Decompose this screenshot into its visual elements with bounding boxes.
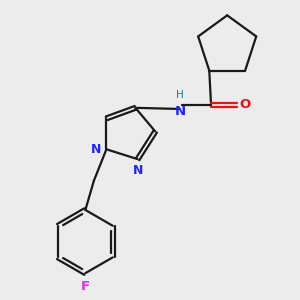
Text: O: O xyxy=(240,98,251,111)
Text: N: N xyxy=(133,164,143,177)
Text: N: N xyxy=(92,143,102,156)
Text: N: N xyxy=(174,105,185,119)
Text: F: F xyxy=(81,280,90,292)
Text: H: H xyxy=(176,90,184,100)
